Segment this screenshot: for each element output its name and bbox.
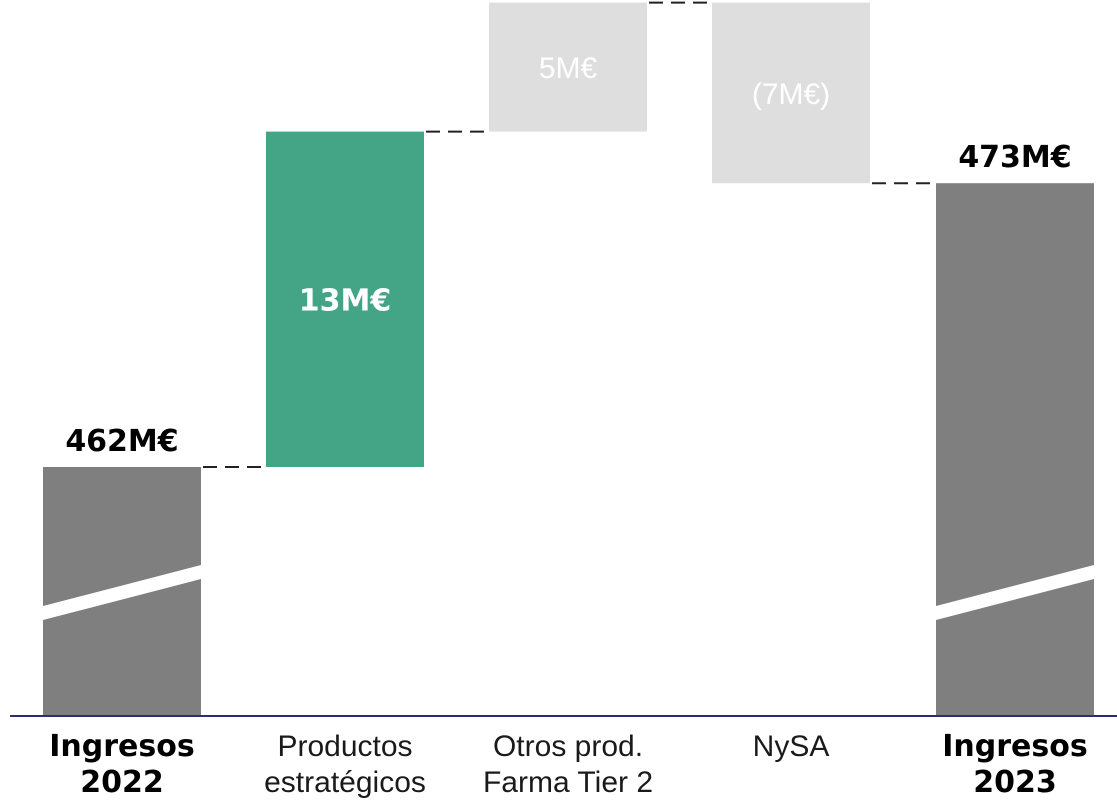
category-label: Productos bbox=[277, 730, 412, 763]
category-label: NySA bbox=[753, 730, 830, 763]
category-label: 2023 bbox=[973, 765, 1057, 800]
category-label: Otros prod. bbox=[493, 730, 643, 763]
data-label: 13M€ bbox=[299, 283, 391, 318]
category-label: Ingresos bbox=[49, 729, 194, 764]
category-label: Farma Tier 2 bbox=[483, 766, 653, 799]
data-label: 473M€ bbox=[958, 140, 1071, 175]
total-bar bbox=[936, 183, 1094, 716]
data-label: (7M€) bbox=[752, 78, 830, 111]
delta-bar bbox=[266, 131, 424, 467]
axis-break-mark bbox=[936, 565, 1094, 620]
axis-break-mark bbox=[43, 565, 201, 620]
data-label: 462M€ bbox=[65, 424, 178, 459]
category-label: Ingresos bbox=[942, 729, 1087, 764]
category-label: estratégicos bbox=[264, 766, 426, 799]
data-label: 5M€ bbox=[539, 52, 598, 85]
delta-bar bbox=[712, 2, 870, 184]
delta-bar bbox=[489, 2, 647, 132]
category-label: 2022 bbox=[80, 765, 164, 800]
